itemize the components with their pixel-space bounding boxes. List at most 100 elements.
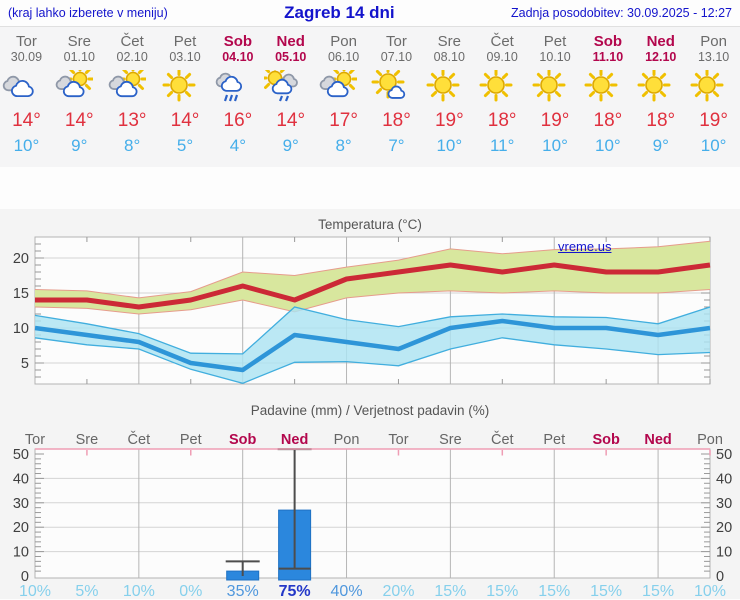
- precip-day-label: Ned: [281, 432, 308, 448]
- temperature-chart-section: Temperatura (°C) vreme.us 20 15 10 5: [0, 209, 740, 399]
- low-temp: 9°: [652, 136, 669, 155]
- day-date: 30.09: [10, 50, 43, 64]
- temp-y-label: 5: [21, 356, 29, 372]
- temperature-chart-title: Temperatura (°C): [318, 217, 422, 232]
- precip-probability: 15%: [538, 583, 570, 599]
- precip-y-label-right: 0: [716, 569, 724, 585]
- rain-icon: [216, 72, 243, 102]
- low-temp: 10°: [595, 136, 621, 155]
- last-updated: Zadnja posodobitev: 30.09.2025 - 12:27: [510, 6, 732, 20]
- low-temp: 10°: [700, 136, 727, 155]
- day-date: 08.10: [433, 50, 465, 64]
- high-temp: 18°: [593, 110, 623, 131]
- day-name: Pon: [700, 33, 727, 50]
- low-temp: 10°: [13, 136, 40, 155]
- sunny-icon: [426, 70, 460, 102]
- day-date: 02.10: [116, 50, 148, 64]
- sunny-icon: [690, 70, 724, 102]
- precip-day-label: Sre: [76, 432, 99, 448]
- day-column: Pet 03.10 14° 5°: [159, 27, 212, 167]
- temp-y-label: 10: [13, 321, 29, 337]
- precip-y-label-right: 50: [716, 447, 732, 463]
- high-temp: 17°: [329, 110, 358, 131]
- precip-day-label: Pet: [180, 432, 202, 448]
- day-date: 12.10: [645, 50, 677, 64]
- day-name: Sob: [223, 33, 253, 50]
- day-column: Pet 10.10 19° 10°: [529, 27, 582, 167]
- min-temp-line: [34, 318, 711, 373]
- precip-day-label: Tor: [388, 432, 408, 448]
- day-name: Pet: [543, 33, 567, 50]
- day-date: 06.10: [327, 50, 360, 64]
- day-column: Sre 08.10 19° 10°: [423, 27, 476, 167]
- low-temp: 5°: [176, 136, 194, 155]
- day-column: Čet 09.10 18° 11°: [476, 27, 529, 167]
- day-column: Tor 07.10 18° 7°: [370, 27, 423, 167]
- high-temp: 14°: [170, 110, 200, 131]
- weather-icon-sunny: [529, 70, 582, 108]
- day-date: 05.10: [275, 50, 307, 64]
- low-temp: 11°: [489, 136, 515, 155]
- sun-rain-icon: [264, 70, 299, 102]
- day-column: Pon 06.10 17° 8°: [317, 27, 370, 167]
- header: (kraj lahko izberete v meniju) Zagreb 14…: [0, 0, 740, 27]
- precip-probability: 15%: [642, 583, 674, 599]
- day-name: Sre: [67, 33, 91, 50]
- partly-cloudy-icon: [108, 70, 146, 98]
- page-title: Zagreb 14 dni: [284, 3, 395, 22]
- temp-y-label: 15: [13, 286, 29, 302]
- low-temp: 8°: [124, 136, 141, 155]
- precip-probability: 35%: [227, 583, 259, 599]
- sunny-icon: [637, 70, 671, 102]
- day-date: 01.10: [63, 50, 95, 64]
- weather-icon-partly-cloudy: [53, 70, 106, 108]
- precip-probability: 20%: [382, 583, 414, 599]
- day-column: Sob 11.10 18° 10°: [581, 27, 634, 167]
- day-name: Ned: [646, 33, 675, 50]
- precip-probability: 15%: [434, 583, 466, 599]
- low-temp: 8°: [335, 136, 352, 155]
- day-column: Sre 01.10 14° 9°: [53, 27, 106, 167]
- day-date: 07.10: [380, 50, 413, 64]
- high-temp: 14°: [12, 110, 41, 131]
- spacer: [0, 167, 740, 209]
- vreme-us-link[interactable]: vreme.us: [558, 239, 612, 254]
- precip-day-label: Pon: [334, 432, 360, 448]
- high-temp: 19°: [540, 110, 570, 131]
- precip-y-label-left: 50: [13, 447, 29, 463]
- day-date: 03.10: [169, 50, 201, 64]
- weather-icon-partly-cloudy: [317, 70, 370, 108]
- weather-icon-rain: [211, 70, 264, 108]
- day-column: Ned 12.10 18° 9°: [634, 27, 687, 167]
- cloudy-icon: [2, 75, 34, 97]
- day-column: Ned 05.10 14° 9°: [264, 27, 317, 167]
- partly-cloudy-icon: [319, 70, 358, 98]
- precip-probability: 75%: [279, 583, 311, 599]
- weather-icon-sunny: [581, 70, 634, 108]
- sunny-icon: [532, 70, 566, 102]
- low-temp: 10°: [542, 136, 568, 155]
- sunny-icon: [162, 70, 196, 102]
- low-temp: 9°: [282, 136, 299, 155]
- weather-icon-partly-cloudy: [106, 70, 159, 108]
- day-date: 13.10: [697, 50, 730, 64]
- precip-y-label-left: 30: [13, 496, 29, 512]
- high-temp: 18°: [487, 110, 517, 131]
- precip-day-label: Sre: [439, 432, 462, 448]
- precip-day-label: Pet: [543, 432, 565, 448]
- precipitation-chart-title: Padavine (mm) / Verjetnost padavin (%): [250, 403, 490, 418]
- precip-y-label-right: 40: [716, 471, 732, 487]
- max-temp-line: [35, 262, 711, 310]
- weather-icon-mostly-sunny: [370, 70, 423, 108]
- sunny-icon: [479, 70, 513, 102]
- day-name: Pet: [173, 33, 197, 50]
- weather-icon-sunny: [159, 70, 212, 108]
- high-temp: 18°: [382, 110, 411, 131]
- high-temp: 19°: [699, 110, 728, 131]
- precip-day-label: Sob: [592, 432, 620, 448]
- weather-icon-sun-rain: [264, 70, 317, 108]
- precip-day-label: Pon: [697, 432, 723, 448]
- day-name: Tor: [386, 33, 407, 50]
- precip-probability: 0%: [179, 583, 202, 599]
